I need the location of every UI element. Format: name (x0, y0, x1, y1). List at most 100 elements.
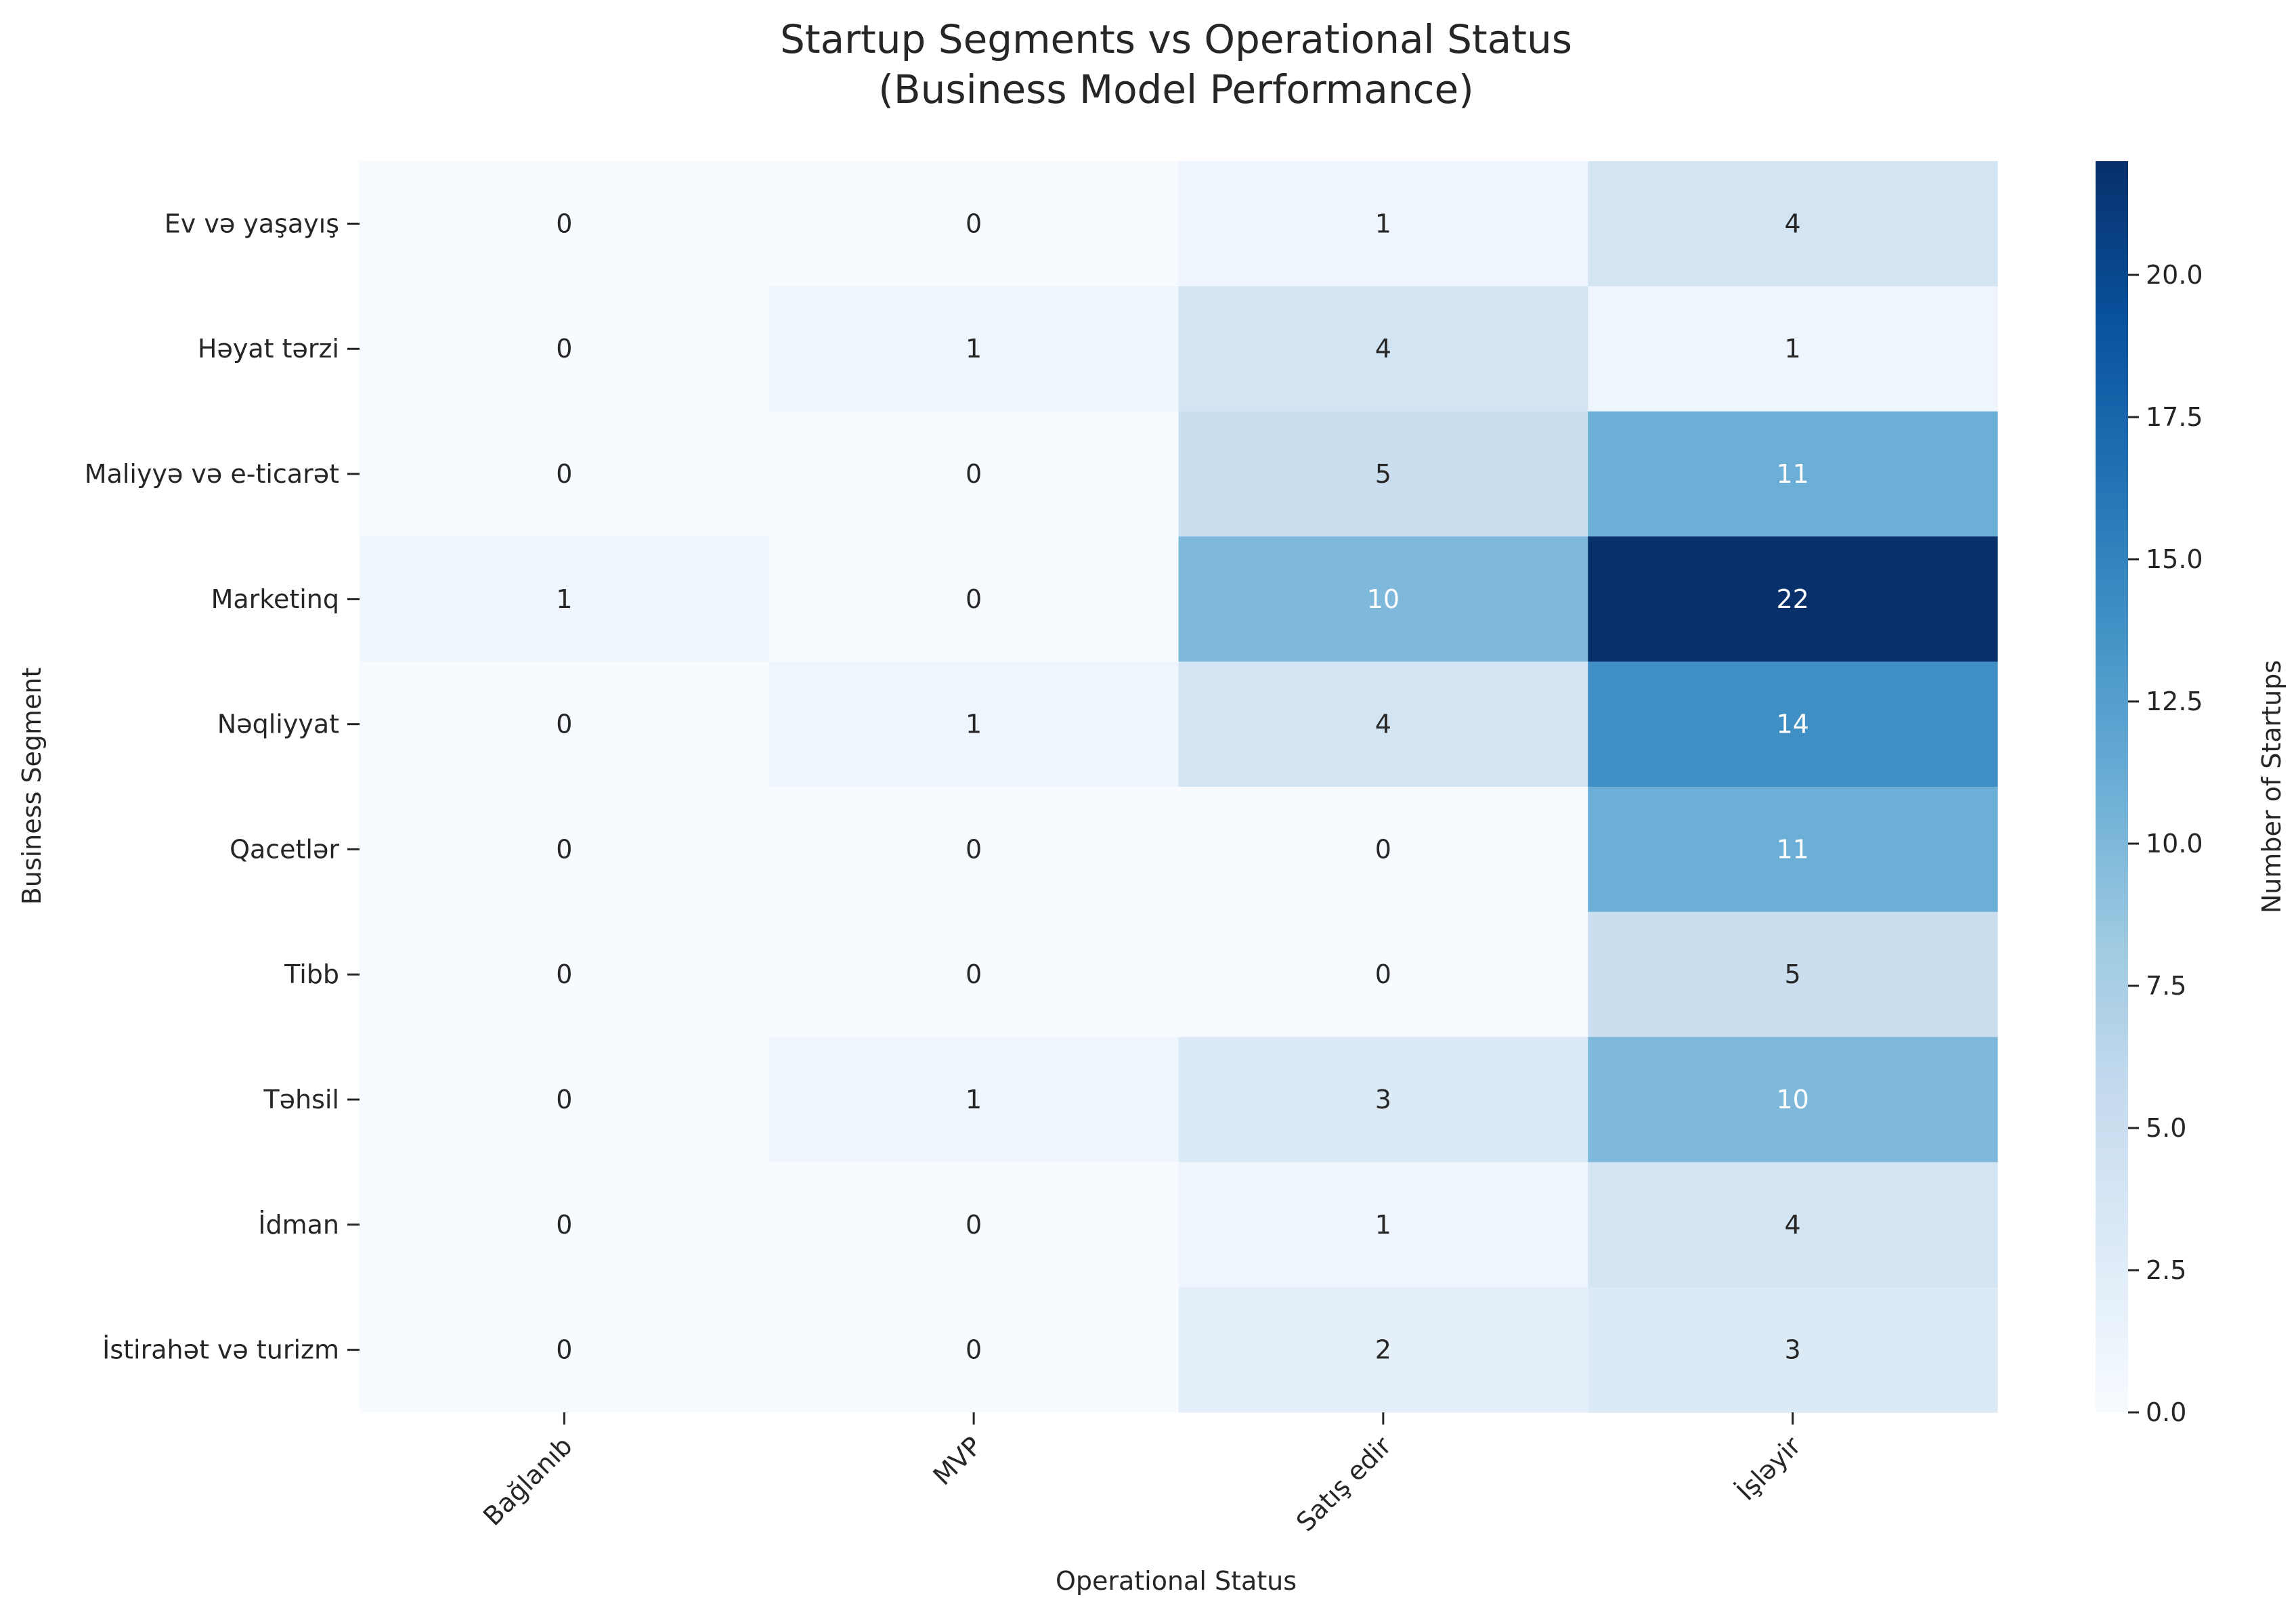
cell-value-label: 10 (1776, 1085, 1808, 1114)
colorbar-tick-label: 5.0 (2146, 1113, 2186, 1143)
cell-value-label: 0 (1375, 959, 1391, 989)
x-tick-label: MVP (928, 1431, 988, 1491)
cell-value-label: 0 (1375, 834, 1391, 864)
heatmap-cell (360, 161, 770, 287)
y-tick-label: İdman (258, 1210, 339, 1240)
cell-value-label: 0 (966, 1210, 982, 1240)
heatmap-cell (1178, 161, 1588, 287)
cell-value-label: 0 (556, 334, 572, 364)
heatmap-cell (1178, 286, 1588, 412)
heatmap-cell (1178, 1287, 1588, 1413)
heatmap-cell (1588, 1287, 1998, 1413)
heatmap-cell (768, 787, 1179, 913)
cell-value-label: 1 (556, 584, 572, 614)
heatmap-cells (360, 161, 1998, 1413)
cell-value-label: 0 (966, 834, 982, 864)
chart-title: Startup Segments vs Operational Status (780, 16, 1572, 62)
x-axis-label: Operational Status (1056, 1566, 1297, 1596)
colorbar-tick-label: 10.0 (2146, 829, 2203, 859)
heatmap-cell (768, 1287, 1179, 1413)
y-tick-label: Tibb (284, 959, 339, 989)
colorbar-label: Number of Startups (2257, 660, 2287, 913)
heatmap-cell (768, 161, 1179, 287)
heatmap-cell (360, 911, 770, 1038)
cell-value-label: 0 (556, 959, 572, 989)
cell-value-label: 4 (1375, 334, 1391, 364)
heatmap-cell (1178, 1162, 1588, 1288)
heatmap-cell (768, 661, 1179, 787)
x-axis-ticks: Bağlanıb MVP Satış edir İşləyir (477, 1412, 1806, 1538)
y-axis-label: Business Segment (17, 668, 47, 905)
cell-value-label: 0 (966, 959, 982, 989)
cell-value-label: 0 (556, 834, 572, 864)
cell-value-label: 0 (556, 1085, 572, 1114)
colorbar-tick-label: 12.5 (2146, 687, 2203, 716)
heatmap-cell (768, 536, 1179, 662)
heatmap-cell (1588, 1162, 1998, 1288)
cell-value-label: 2 (1375, 1335, 1391, 1365)
cell-value-label: 1 (966, 710, 982, 739)
colorbar-tick-label: 0.0 (2146, 1397, 2186, 1427)
chart-subtitle: (Business Model Performance) (878, 66, 1474, 112)
colorbar-tick-label: 20.0 (2146, 260, 2203, 290)
x-tick-label: Bağlanıb (477, 1431, 578, 1532)
cell-value-label: 0 (966, 459, 982, 489)
heatmap-cell (360, 286, 770, 412)
y-axis-ticks: Ev və yaşayış Həyat tərzi Maliyyə və e-tic… (85, 209, 360, 1365)
heatmap-cell (360, 661, 770, 787)
cell-value-label: 1 (966, 1085, 982, 1114)
y-tick-label: Nəqliyyat (217, 710, 339, 739)
heatmap-cell (768, 911, 1179, 1038)
cell-value-label: 22 (1776, 584, 1808, 614)
heatmap-cell (360, 1037, 770, 1163)
cell-value-label: 0 (556, 1210, 572, 1240)
heatmap-cell (768, 411, 1179, 537)
y-tick-label: Ev və yaşayış (165, 209, 339, 238)
cell-value-label: 1 (1785, 334, 1801, 364)
cell-value-label: 14 (1776, 710, 1808, 739)
colorbar-tick-label: 15.0 (2146, 544, 2203, 574)
x-tick-label: Satış edir (1291, 1431, 1398, 1538)
cell-value-label: 4 (1785, 209, 1801, 238)
heatmap-cell (1178, 787, 1588, 913)
heatmap-cell (1178, 1037, 1588, 1163)
cell-value-label: 10 (1367, 584, 1400, 614)
heatmap-cell (768, 1162, 1179, 1288)
heatmap-cell (1588, 1037, 1998, 1163)
cell-value-label: 0 (966, 209, 982, 238)
cell-value-label: 5 (1375, 459, 1391, 489)
heatmap-cell (1588, 787, 1998, 913)
cell-value-label: 11 (1776, 459, 1808, 489)
cell-value-label: 0 (966, 584, 982, 614)
cell-value-label: 0 (556, 209, 572, 238)
heatmap-cell (1178, 661, 1588, 787)
heatmap-cell (1588, 411, 1998, 537)
heatmap-cell (1588, 286, 1998, 412)
heatmap-cell (768, 286, 1179, 412)
cell-value-label: 0 (556, 710, 572, 739)
cell-value-label: 11 (1776, 834, 1808, 864)
y-tick-label: Marketinq (211, 584, 339, 614)
cell-value-label: 1 (966, 334, 982, 364)
heatmap-cell (1588, 536, 1998, 662)
heatmap-cell (768, 1037, 1179, 1163)
colorbar (2096, 161, 2128, 1412)
y-tick-label: Həyat tərzi (198, 334, 339, 364)
cell-value-label: 1 (1375, 1210, 1391, 1240)
heatmap-cell (360, 411, 770, 537)
heatmap-cell (1178, 911, 1588, 1038)
colorbar-ticks: 0.0 2.5 5.0 7.5 10.0 12.5 15.0 17.5 20.0 (2128, 260, 2203, 1427)
colorbar-tick-label: 7.5 (2146, 971, 2186, 1001)
heatmap-cell (1178, 411, 1588, 537)
heatmap-cell (360, 536, 770, 662)
cell-value-label: 5 (1785, 959, 1801, 989)
cell-value-label: 0 (966, 1335, 982, 1365)
heatmap-cell (1178, 536, 1588, 662)
cell-value-label: 4 (1375, 710, 1391, 739)
colorbar-tick-label: 2.5 (2146, 1255, 2186, 1285)
heatmap-cell (1588, 911, 1998, 1038)
heatmap-cell (360, 787, 770, 913)
heatmap-cell (360, 1287, 770, 1413)
y-tick-label: Təhsil (263, 1085, 339, 1114)
